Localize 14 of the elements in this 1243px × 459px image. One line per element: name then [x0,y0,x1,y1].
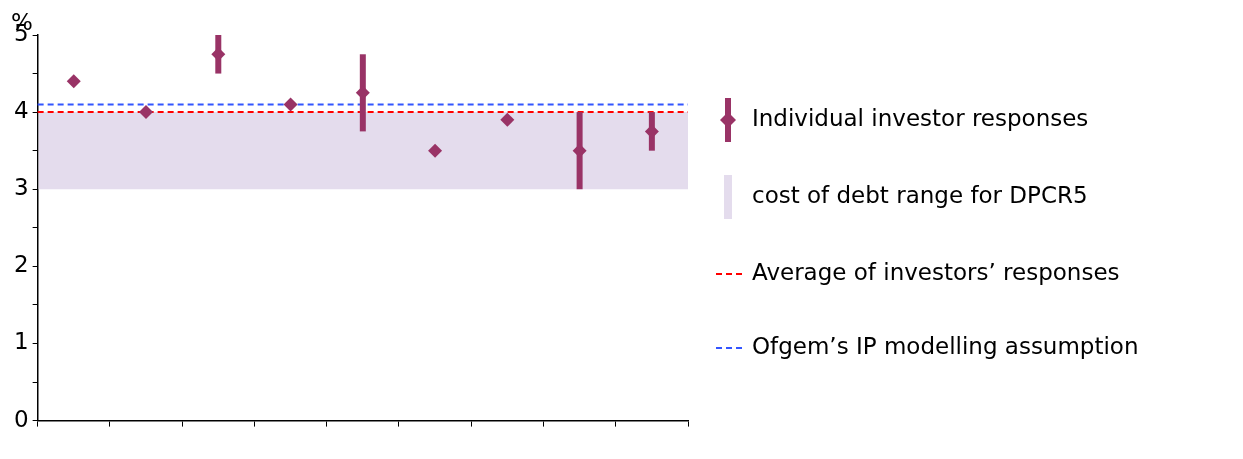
legend-label: Ofgem’s IP modelling assumption [752,332,1139,359]
point [428,143,443,158]
y-tick-label: 2 [13,251,29,278]
point [500,112,515,127]
band-label: cost of debt range for DPCR5 [752,181,1088,208]
legend-label: Individual investor responses [752,104,1089,131]
y-tick-label: 0 [13,405,29,432]
y-tick-label: 3 [13,174,29,201]
point [283,97,298,112]
point [139,105,154,120]
point [66,74,81,89]
y-tick-label: 4 [13,97,29,124]
y-tick-label: 1 [13,328,29,355]
legend-label: Average of investors’ responses [752,258,1120,285]
